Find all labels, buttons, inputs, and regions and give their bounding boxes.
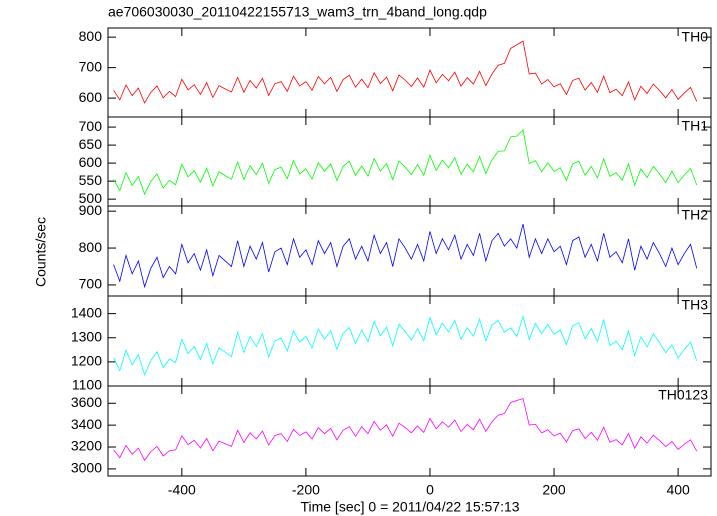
y-tick-label: 1200 [71,353,102,369]
y-tick-label: 1300 [71,328,102,344]
y-tick-label: 800 [79,28,103,44]
panel-frame [107,385,712,477]
y-tick-label: 700 [79,118,103,134]
x-tick-label: 0 [426,482,434,498]
y-axis-label: Counts/sec [33,217,49,287]
y-tick-label: 3400 [71,416,102,432]
x-axis-label: Time [sec] 0 = 2011/04/22 15:57:13 [300,499,519,515]
data-line [113,40,698,104]
y-tick-label: 700 [79,276,103,292]
panel-frame [107,116,712,207]
x-tick-label: -400 [168,482,196,498]
y-tick-label: 800 [79,239,103,255]
panel-label: TH1 [682,118,709,134]
y-tick-label: 550 [79,172,103,188]
chart-title: ae706030030_20110422155713_wam3_trn_4ban… [108,4,487,20]
panel-frame [107,295,712,387]
panel-label: TH0 [682,29,709,45]
data-line [113,314,698,377]
data-line [113,129,698,196]
data-line [113,398,698,462]
panel-label: TH2 [682,207,709,223]
y-tick-label: 500 [79,190,103,206]
y-tick-label: 1400 [71,304,102,320]
data-line [113,223,698,289]
y-tick-label: 3600 [71,394,102,410]
y-tick-label: 3200 [71,438,102,454]
y-tick-label: 650 [79,136,103,152]
panel-frame [107,27,712,118]
y-tick-label: 600 [79,89,103,105]
panel-frame [107,205,712,297]
x-tick-label: 200 [542,482,566,498]
y-tick-label: 3000 [71,460,102,476]
y-tick-label: 1100 [72,377,102,393]
y-tick-label: 600 [79,154,103,170]
panel-label: TH3 [682,297,709,313]
y-tick-label: 900 [79,202,103,218]
panel-label: TH0123 [658,387,708,403]
y-tick-label: 700 [79,58,103,74]
x-tick-label: 400 [666,482,690,498]
x-tick-label: -200 [292,482,320,498]
